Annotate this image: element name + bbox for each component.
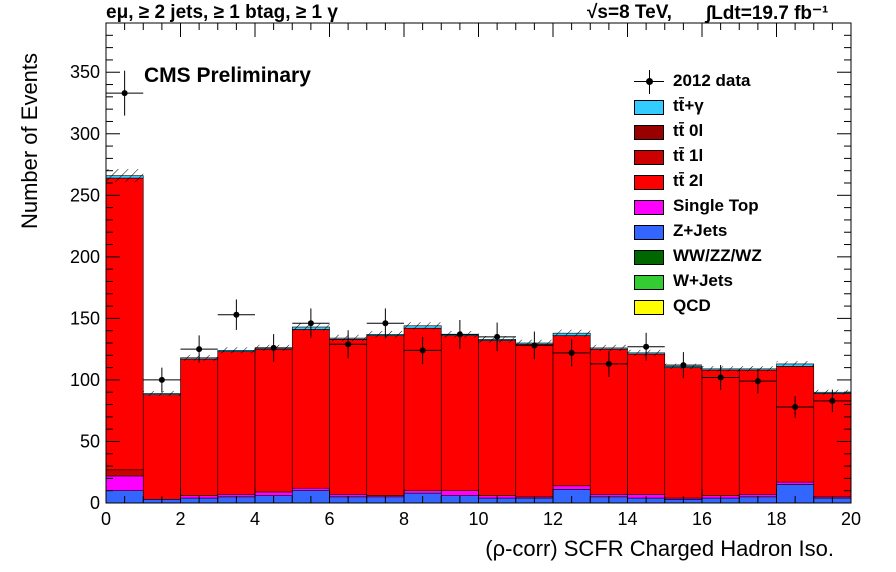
- data-point: [568, 349, 575, 356]
- luminosity-label: ∫Ldt=19.7 fb⁻¹: [706, 3, 829, 24]
- legend-label: QCD: [673, 296, 711, 315]
- x-tick-label: 14: [617, 509, 637, 529]
- x-tick-label: 0: [101, 509, 111, 529]
- channel-label: eμ, ≥ 2 jets, ≥ 1 btag, ≥ 1 γ: [106, 2, 338, 23]
- legend-swatch: [634, 100, 664, 115]
- bar-single_top: [291, 487, 330, 491]
- y-tick-label: 100: [70, 370, 100, 390]
- data-point: [643, 343, 650, 350]
- y-tick-label: 0: [90, 493, 100, 513]
- data-point: [121, 90, 128, 97]
- legend-label: tt̄ 2l: [673, 171, 704, 190]
- x-tick-label: 8: [399, 509, 409, 529]
- x-tick-label: 20: [841, 509, 861, 529]
- bar-tt2l: [515, 343, 554, 498]
- bar-tt2l: [440, 335, 479, 491]
- x-tick-label: 10: [468, 509, 488, 529]
- data-point: [717, 374, 724, 381]
- bar-tt2l: [664, 367, 703, 499]
- uncertainty-band: [776, 361, 814, 367]
- legend-label: tt̄ 0l: [673, 121, 704, 140]
- y-tick-label: 50: [80, 431, 100, 451]
- legend-label: W+Jets: [673, 271, 733, 290]
- uncertainty-band: [739, 366, 777, 372]
- x-axis-label: (ρ-corr) SCFR Charged Hadron Iso.: [485, 536, 834, 561]
- data-point: [754, 378, 761, 385]
- legend-label: 2012 data: [673, 71, 751, 90]
- bar-single_top: [403, 490, 442, 494]
- legend-label: tt̄+γ: [673, 96, 704, 115]
- data-point: [158, 376, 165, 383]
- uncertainty-band: [404, 322, 442, 330]
- y-tick-label: 350: [70, 62, 100, 82]
- data-point: [531, 342, 538, 349]
- data-point: [196, 346, 203, 353]
- bar-tt2l: [105, 177, 144, 471]
- bar-tt2l: [329, 339, 368, 495]
- legend-swatch: [634, 200, 664, 215]
- bar-tt2l: [701, 369, 740, 496]
- uncertainty-band: [553, 329, 591, 337]
- legend-swatch: [634, 250, 664, 265]
- bar-single_top: [254, 491, 293, 496]
- legend-swatch: [634, 275, 664, 290]
- bar-tt2l: [366, 335, 405, 496]
- data-point: [270, 344, 277, 351]
- uncertainty-band: [217, 347, 255, 354]
- data-point: [792, 404, 799, 410]
- bar-tt2l: [254, 348, 293, 493]
- uncertainty-band: [143, 391, 181, 396]
- uncertainty-band: [590, 344, 628, 352]
- legend-swatch: [634, 225, 664, 240]
- bar-tt2l: [627, 353, 666, 495]
- x-tick-label: 16: [692, 509, 712, 529]
- bar-tt1l: [105, 469, 144, 477]
- legend-label: WW/ZZ/WZ: [673, 246, 762, 265]
- bar-tt2l: [776, 366, 815, 483]
- bar-tt2l: [478, 340, 517, 496]
- y-axis-label: Number of Events: [17, 52, 42, 230]
- legend-label: Z+Jets: [673, 221, 728, 240]
- x-tick-label: 12: [543, 509, 563, 529]
- x-tick-label: 18: [766, 509, 786, 529]
- bar-single_top: [776, 481, 815, 485]
- y-tick-label: 150: [70, 308, 100, 328]
- data-point: [494, 333, 501, 340]
- bar-tt2l: [180, 358, 219, 496]
- data-point: [233, 311, 240, 318]
- data-point: [605, 360, 612, 367]
- bar-tt2l: [142, 394, 181, 500]
- data-point: [680, 362, 687, 369]
- bar-tt2l: [217, 351, 256, 495]
- data-point: [829, 397, 836, 404]
- legend-label: tt̄ 1l: [673, 146, 704, 165]
- bar-single_top: [552, 485, 591, 490]
- legend-swatch: [634, 150, 664, 165]
- y-tick-label: 250: [70, 185, 100, 205]
- y-tick-label: 200: [70, 247, 100, 267]
- legend-swatch: [634, 300, 664, 315]
- data-marker-icon: [634, 70, 664, 94]
- x-tick-label: 6: [324, 509, 334, 529]
- data-point: [307, 320, 314, 327]
- data-point: [382, 320, 389, 327]
- energy-label: √s=8 TeV,: [587, 2, 672, 23]
- legend-swatch: [634, 175, 664, 190]
- cms-preliminary-label: CMS Preliminary: [144, 64, 311, 87]
- legend-label: Single Top: [673, 196, 759, 215]
- data-point: [345, 341, 352, 348]
- data-point: [419, 347, 426, 354]
- legend-swatch: [634, 125, 664, 140]
- uncertainty-band: [106, 169, 144, 183]
- y-tick-label: 300: [70, 124, 100, 144]
- x-tick-label: 4: [250, 509, 260, 529]
- bar-tt2l: [291, 329, 330, 489]
- x-tick-label: 2: [175, 509, 185, 529]
- bar-single_top: [440, 490, 479, 496]
- data-point: [456, 331, 463, 338]
